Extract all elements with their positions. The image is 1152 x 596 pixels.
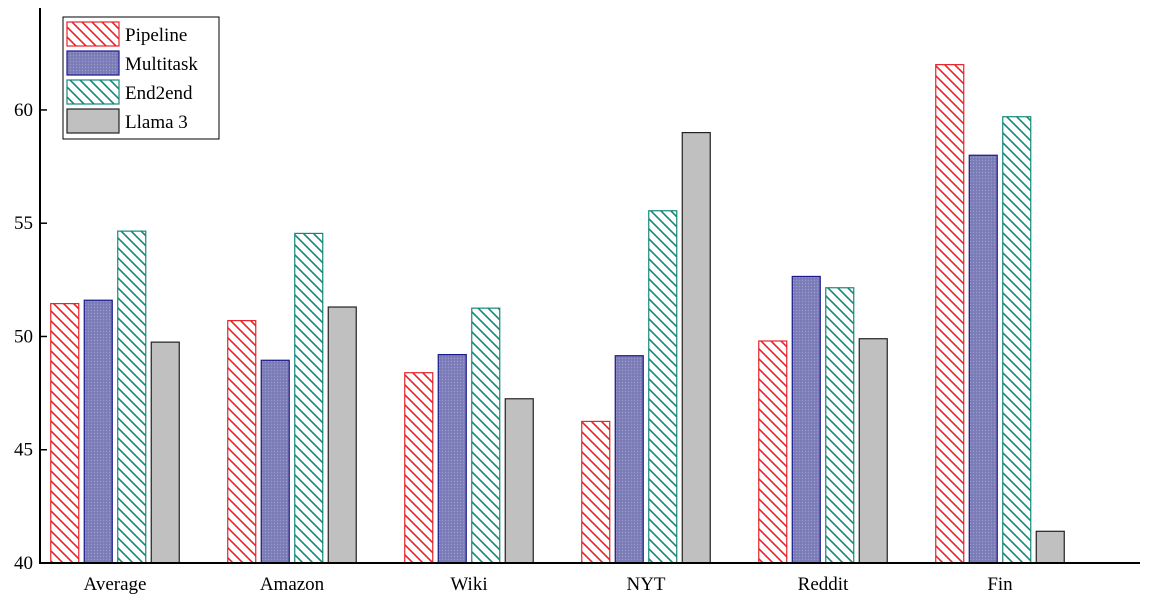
bars-layer	[50, 64, 1065, 564]
bar-pipeline-fin	[935, 64, 965, 564]
y-tick-label-60: 60	[14, 100, 33, 121]
bar-multitask-nyt	[614, 355, 644, 564]
bar-pipeline-nyt	[581, 420, 611, 564]
bar-llama-3-fin	[1035, 530, 1065, 564]
bar-pipeline-amazon	[227, 320, 257, 564]
legend-swatch-llama-3	[66, 108, 120, 134]
legend-swatch-pipeline	[66, 21, 120, 47]
bar-llama-3-nyt	[681, 131, 711, 564]
bar-llama-3-wiki	[504, 398, 534, 564]
legend: Pipeline Multitask End2end Llama 3	[62, 16, 220, 140]
bar-llama-3-average	[150, 341, 180, 564]
bar-multitask-reddit	[791, 275, 821, 564]
bar-multitask-amazon	[260, 359, 290, 564]
legend-label-multitask: Multitask	[125, 54, 198, 75]
x-tick-label-wiki: Wiki	[450, 574, 487, 595]
legend-swatch-end2end	[66, 79, 120, 105]
bar-pipeline-wiki	[404, 372, 434, 564]
bar-end2end-reddit	[825, 287, 855, 564]
bar-multitask-average	[83, 299, 113, 564]
x-tick-label-average: Average	[84, 574, 147, 595]
y-tick-label-40: 40	[14, 553, 33, 574]
x-tick-label-nyt: NYT	[626, 574, 665, 595]
bar-multitask-fin	[968, 154, 998, 564]
legend-label-llama-3: Llama 3	[125, 112, 188, 133]
y-tick-label-45: 45	[14, 440, 33, 461]
y-tick-label-50: 50	[14, 326, 33, 347]
legend-swatch-multitask	[66, 50, 120, 76]
bar-pipeline-reddit	[758, 340, 788, 564]
bar-llama-3-amazon	[327, 306, 357, 564]
bar-llama-3-reddit	[858, 338, 888, 564]
bar-end2end-fin	[1002, 116, 1032, 564]
bar-end2end-nyt	[648, 210, 678, 564]
bar-end2end-wiki	[471, 307, 501, 564]
x-tick-label-fin: Fin	[987, 574, 1013, 595]
legend-label-pipeline: Pipeline	[125, 25, 187, 46]
bar-end2end-amazon	[294, 232, 324, 564]
y-tick-label-55: 55	[14, 213, 33, 234]
axes-layer: 40 45 50 55 60 Average Amazon Wiki NYT Reddit Fin	[14, 8, 1140, 595]
legend-label-end2end: End2end	[125, 83, 193, 104]
x-tick-label-amazon: Amazon	[260, 574, 325, 595]
x-tick-label-reddit: Reddit	[798, 574, 849, 595]
bar-multitask-wiki	[437, 353, 467, 564]
bar-end2end-average	[117, 230, 147, 564]
bar-pipeline-average	[50, 303, 80, 564]
